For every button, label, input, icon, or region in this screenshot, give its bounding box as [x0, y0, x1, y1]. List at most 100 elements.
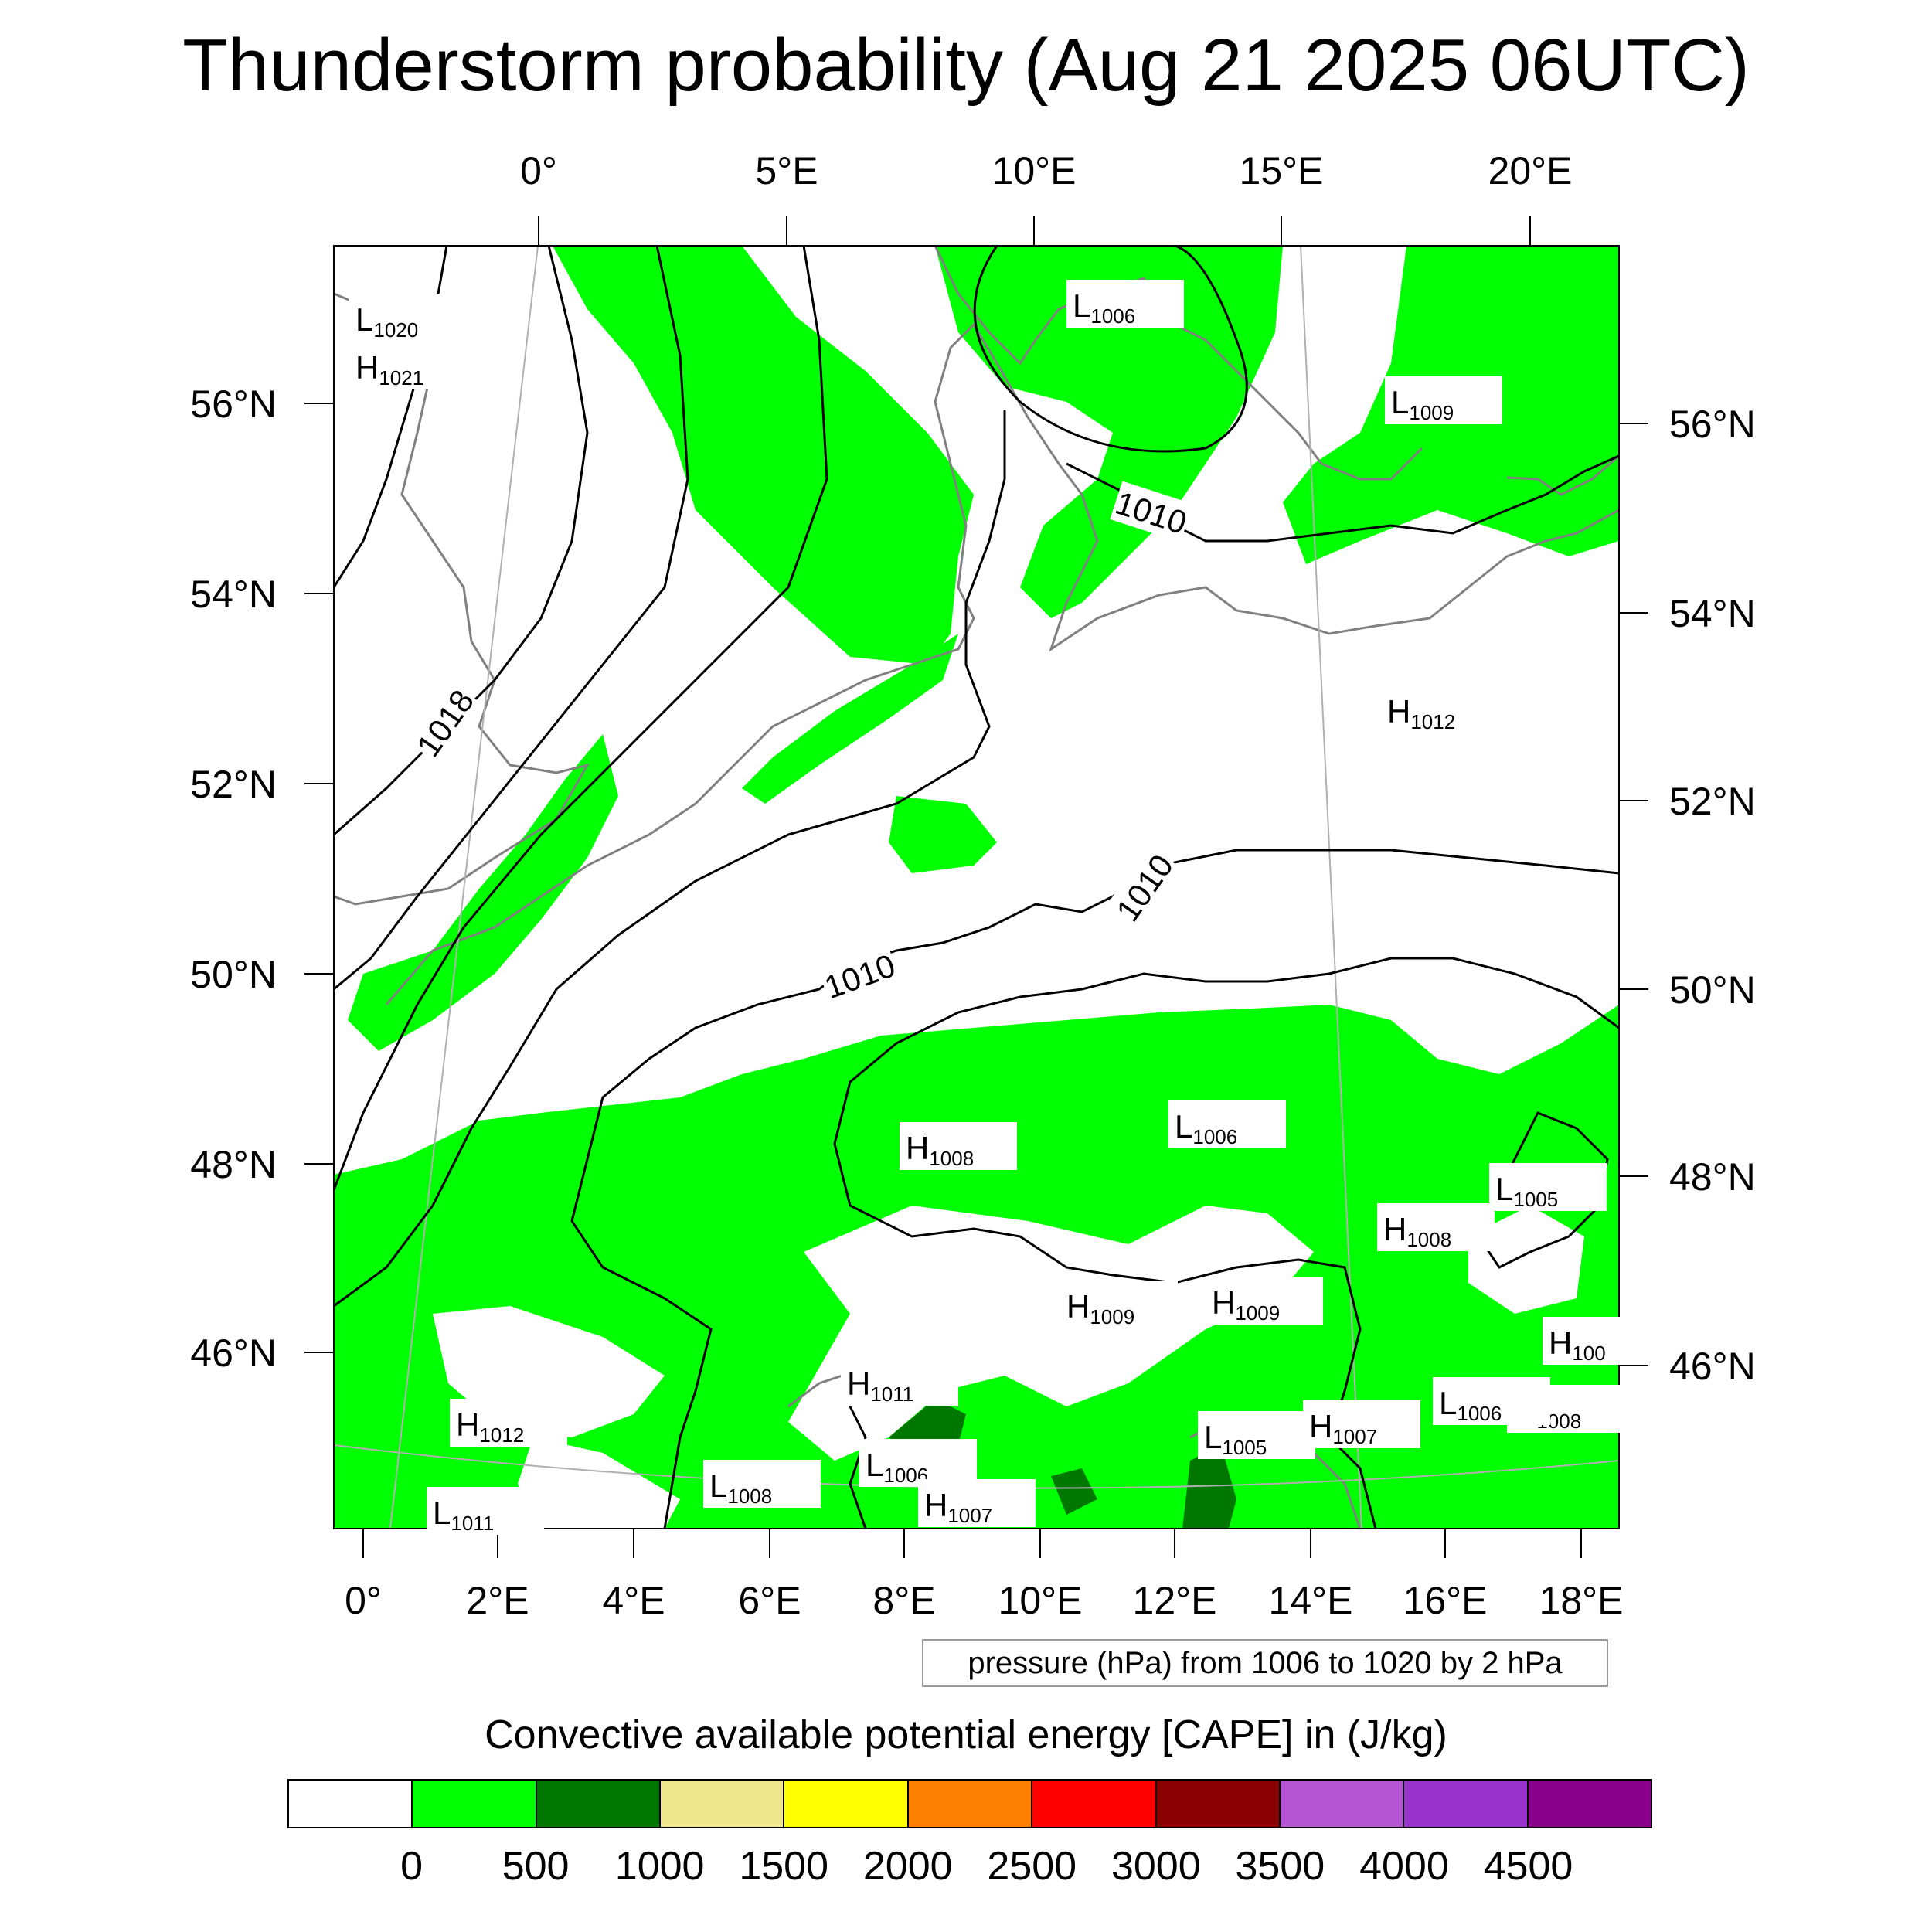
pressure-label-background [918, 1479, 1036, 1527]
bottom-lon-label: 4°E [602, 1579, 665, 1622]
meridian-15e [1300, 246, 1362, 1529]
pressure-center-label: L1020 [349, 294, 467, 342]
bottom-lon-label: 10°E [998, 1579, 1083, 1622]
left-lat-label: 46°N [190, 1332, 277, 1375]
colorbar-label: 4500 [1483, 1844, 1573, 1889]
right-lat-label: 46°N [1669, 1345, 1756, 1388]
colorbar-label: 500 [502, 1844, 570, 1889]
pressure-center-label: L1006 [1433, 1377, 1550, 1425]
left-ticks [304, 403, 334, 1353]
pressure-center-label: L1005 [1198, 1411, 1315, 1459]
colorbar-swatch [908, 1781, 1033, 1827]
left-latitude-labels: 56°N 54°N 52°N 50°N 48°N 46°N [190, 383, 277, 1375]
pressure-label-background [1433, 1377, 1550, 1425]
colorbar-swatch [661, 1781, 785, 1827]
cape-gap-southwest [518, 1437, 680, 1529]
bottom-lon-label: 8°E [872, 1579, 935, 1622]
pressure-center-label: H1008 [1377, 1203, 1495, 1251]
map-title: Thunderstorm probability (Aug 21 2025 06… [182, 24, 1750, 107]
colorbar-swatch [536, 1781, 662, 1827]
pressure-center-label: H1011 [841, 1358, 958, 1406]
isobar-1008 [833, 957, 1619, 1529]
pressure-label-background [1303, 1400, 1420, 1448]
bottom-lon-label: 14°E [1269, 1579, 1353, 1622]
bottom-lon-label: 12°E [1133, 1579, 1217, 1622]
pressure-center-label: H1012 [450, 1399, 567, 1447]
pressure-center-label: L1011 [427, 1487, 544, 1535]
colorbar-label: 3500 [1235, 1844, 1325, 1889]
pressure-center-label: H1021 [349, 342, 467, 389]
isobar-1016 [334, 246, 689, 991]
meridian-0 [389, 246, 539, 1529]
pressure-center-text: H1009 [1066, 1288, 1134, 1328]
pressure-center-label: L1009 [1385, 376, 1502, 424]
pressure-label-background [703, 1460, 821, 1508]
pressure-label-background [900, 1122, 1017, 1170]
map-plot-area [334, 246, 1619, 1529]
colorbar-swatch [1280, 1781, 1405, 1827]
right-lat-label: 48°N [1669, 1155, 1756, 1199]
colorbar-label: 4000 [1359, 1844, 1449, 1889]
colorbar-swatch [1528, 1781, 1651, 1827]
pressure-label-background [450, 1399, 567, 1447]
left-lat-label: 56°N [190, 383, 277, 426]
pressure-label-background [1489, 1163, 1607, 1211]
pressure-center-label: H1007 [918, 1479, 1036, 1527]
colorbar-swatch [289, 1781, 413, 1827]
coastline-baltic-east [1506, 454, 1619, 496]
colorbar-swatch [1156, 1781, 1281, 1827]
colorbar-label: 2500 [987, 1844, 1077, 1889]
right-lat-label: 54°N [1669, 592, 1756, 635]
colorbar-swatch [784, 1781, 909, 1827]
right-lat-label: 52°N [1669, 780, 1756, 823]
pressure-label-background [349, 294, 467, 342]
left-lat-label: 52°N [190, 763, 277, 806]
top-lon-label: 20°E [1488, 149, 1573, 192]
cape-area-germany-patch [889, 796, 997, 873]
colorbar-label: 1500 [739, 1844, 829, 1889]
top-lon-label: 5°E [755, 149, 818, 192]
top-ticks [538, 216, 1531, 246]
colorbar-label: 2000 [862, 1844, 953, 1889]
pressure-label-background [1168, 1100, 1286, 1148]
isobar-1012 [334, 410, 1006, 1308]
top-longitude-labels: 0° 5°E 10°E 15°E 20°E [520, 149, 1572, 192]
bottom-lon-label: 2°E [466, 1579, 529, 1622]
colorbar-label: 1000 [614, 1844, 705, 1889]
coastline-continent [385, 322, 1619, 1005]
colorbar-label: 0 [400, 1844, 423, 1889]
right-ticks [1619, 423, 1648, 1366]
pressure-label-background [859, 1439, 977, 1487]
bottom-lon-label: 16°E [1403, 1579, 1488, 1622]
top-lon-label: 10°E [992, 149, 1077, 192]
colorbar [287, 1779, 1652, 1828]
isobar-1010-north [973, 246, 1248, 453]
pressure-center-label: L1008 [703, 1460, 821, 1508]
pressure-center-label: H1008 [900, 1122, 1017, 1170]
top-lon-label: 0° [520, 149, 557, 192]
pressure-center-label: L1006 [859, 1439, 977, 1487]
pressure-center-label: L1005 [1489, 1163, 1607, 1211]
pressure-label-background [1198, 1411, 1315, 1459]
pressure-center-label: L1006 [1168, 1100, 1286, 1148]
pressure-center-label: H1012 [1381, 685, 1498, 733]
pressure-label-background [1385, 376, 1502, 424]
pressure-label-background [1381, 685, 1498, 733]
pressure-label-background [1066, 280, 1184, 328]
cape-field [334, 246, 1619, 1529]
colorbar-title: Convective available potential energy [C… [485, 1713, 1447, 1757]
top-lon-label: 15°E [1240, 149, 1324, 192]
pressure-label-background [349, 342, 467, 389]
colorbar-swatch [1404, 1781, 1529, 1827]
right-lat-label: 50°N [1669, 968, 1756, 1012]
pressure-label-background [1060, 1281, 1178, 1328]
isobar-1006-south [841, 1390, 867, 1529]
cape-gap-east [1468, 1206, 1584, 1314]
pressure-label-background [427, 1487, 544, 1535]
pressure-label-background [1543, 1317, 1641, 1365]
bottom-lon-label: 6°E [738, 1579, 801, 1622]
tick-marks [304, 216, 1648, 1558]
cape-area-lowcountries-strip [742, 634, 958, 804]
